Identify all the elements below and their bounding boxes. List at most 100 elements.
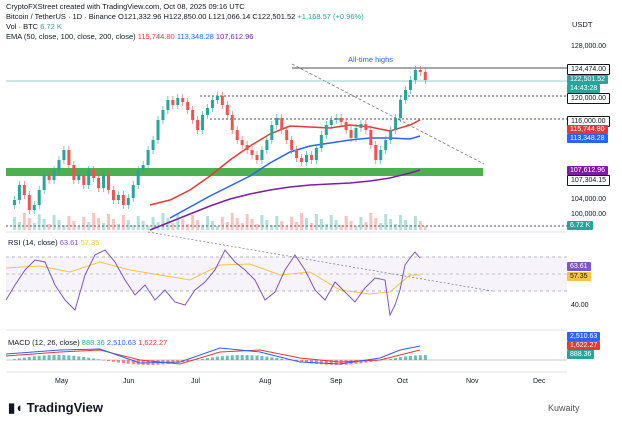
rsi-label[interactable]: RSI (14, close) (8, 238, 58, 247)
macd-value: 2,510.63 (106, 338, 137, 347)
price-axis-label: 107,304.15 (567, 175, 611, 186)
candle (87, 170, 91, 185)
volume-bar (52, 215, 56, 230)
candle (334, 118, 338, 120)
candle (354, 128, 358, 138)
volume-bar (319, 219, 323, 230)
candle (191, 110, 195, 120)
tradingview-logo[interactable]: ▮◖ TradingView (8, 400, 103, 416)
macd-histogram-bar (418, 355, 422, 360)
macd-hist-value: 888.36 (81, 338, 105, 347)
ohlc-line: Bitcoin / TetherUS · 1D · Binance O121,3… (6, 12, 364, 22)
macd-histogram-bar (107, 360, 110, 361)
macd-line (5, 345, 421, 365)
volume-bar (374, 218, 378, 230)
volume-bar (275, 216, 279, 230)
volume-bar (32, 223, 36, 230)
macd-histogram-bar (87, 357, 91, 360)
candle (121, 195, 125, 205)
candle (141, 165, 145, 170)
volume-value: 6.72 K (40, 22, 62, 31)
candle (423, 72, 427, 80)
candle (22, 185, 26, 195)
macd-histogram-bar (22, 357, 26, 360)
volume-bar (215, 226, 219, 230)
candle (102, 175, 106, 188)
volume-bar (72, 221, 76, 230)
candle (349, 130, 353, 138)
macd-histogram-bar (131, 360, 135, 365)
candle (201, 115, 205, 130)
candle (126, 198, 130, 205)
macd-histogram-bar (206, 358, 209, 360)
candle (404, 90, 407, 100)
macd-histogram-bar (314, 360, 318, 364)
candle (413, 70, 417, 80)
macd-histogram-bar (37, 355, 41, 360)
candle (280, 118, 284, 130)
volume-bar (305, 218, 308, 230)
volume-bar (82, 217, 86, 230)
candle (57, 160, 61, 170)
volume-bar (22, 213, 26, 230)
candle (181, 98, 185, 102)
candle (305, 155, 308, 162)
macd-label[interactable]: MACD (12, 26, close) (8, 338, 80, 347)
change-value: +1,168.57 (+0.96%) (297, 12, 364, 21)
macd-histogram-bar (300, 360, 304, 362)
price-axis[interactable]: 128,000.00 104,000.00 100,000.00 (567, 0, 622, 395)
macd-histogram-bar (384, 359, 388, 360)
volume-bar (300, 213, 304, 230)
macd-histogram-bar (82, 357, 86, 360)
volume-bar (389, 219, 393, 230)
volume-bar (201, 225, 205, 230)
candle (161, 110, 165, 120)
macd-histogram-bar (324, 360, 328, 365)
volume-label[interactable]: Vol · BTC (6, 22, 39, 31)
macd-histogram-bar (285, 359, 289, 361)
macd-histogram-bar (126, 360, 130, 364)
candle (156, 120, 160, 140)
symbol-label[interactable]: Bitcoin / TetherUS · 1D · Binance (6, 12, 116, 21)
ema100-value: 113,348.28 (176, 32, 214, 41)
time-tick: Aug (259, 378, 272, 385)
rsi-legend: RSI (14, close) 63.61 57.35 (8, 238, 99, 248)
volume-bar (220, 217, 224, 230)
volume-bar (27, 218, 31, 230)
candle (116, 195, 120, 200)
volume-bar (404, 220, 407, 230)
candle (339, 118, 343, 122)
candle (300, 158, 304, 162)
candle (399, 100, 403, 118)
price-axis-label: 124,474.00 (567, 64, 611, 75)
macd-histogram-bar (265, 356, 269, 360)
ema-label[interactable]: EMA (50, close, 100, close, 200, close) (6, 32, 136, 41)
volume-bar (57, 220, 61, 230)
candlesticks (12, 66, 427, 214)
macd-histogram-bar (389, 358, 393, 360)
volume-bar (324, 224, 328, 230)
macd-histogram-bar (305, 360, 308, 363)
ema-line: EMA (50, close, 100, close, 200, close) … (6, 32, 364, 42)
candle (314, 148, 318, 160)
candle (17, 185, 21, 200)
macd-histogram-bar (220, 356, 224, 360)
price-axis-label: 113,348.28 (567, 134, 608, 143)
publisher-line: CryptoFXStreet created with TradingView.… (6, 2, 245, 11)
volume-line: Vol · BTC 6.72 K (6, 22, 364, 32)
candle (225, 105, 229, 115)
time-tick: Dec (533, 378, 546, 385)
candle (324, 125, 328, 135)
volume-bar (314, 214, 318, 230)
watermark: Kuwaity (548, 403, 580, 413)
candle (384, 140, 388, 150)
volume-bar (62, 225, 66, 230)
candle (319, 135, 323, 148)
candle (107, 175, 110, 190)
time-tick: Jun (123, 378, 135, 385)
price-axis-label: 122,501.52 (567, 75, 609, 84)
macd-histogram-bar (329, 360, 333, 365)
price-chart[interactable] (0, 0, 567, 395)
volume-bar (413, 216, 417, 230)
macd-histogram-bar (275, 357, 279, 360)
